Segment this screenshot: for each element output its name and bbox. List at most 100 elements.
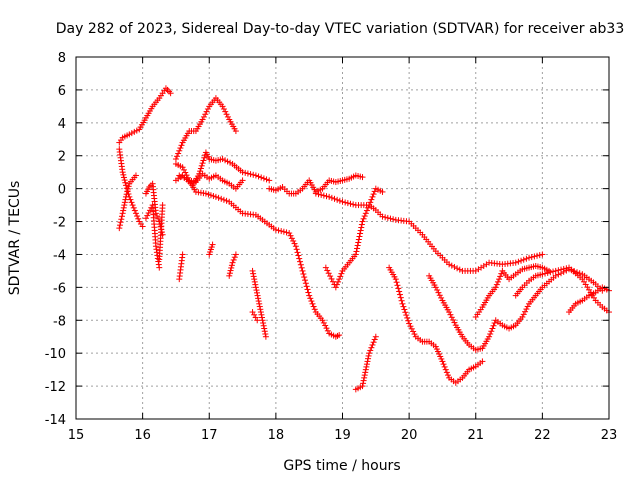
data-point (365, 355, 372, 362)
data-point (442, 366, 449, 373)
data-point (305, 289, 312, 296)
data-point (491, 320, 498, 327)
y-tick-label: -12 (45, 380, 66, 395)
data-point (358, 224, 365, 231)
data-point (398, 297, 405, 304)
data-point (232, 251, 239, 258)
data-point (180, 166, 187, 173)
data-point (408, 325, 415, 332)
data-point (257, 309, 264, 316)
data-point (253, 287, 260, 294)
data-point (292, 243, 299, 250)
data-point (519, 313, 526, 320)
y-tick-label: 2 (58, 150, 66, 165)
data-point (436, 292, 443, 299)
data-point (362, 366, 369, 373)
data-point (302, 277, 309, 284)
data-point (539, 251, 546, 258)
data-point (432, 284, 439, 291)
data-point (198, 162, 205, 169)
data-point (325, 270, 332, 277)
data-point (129, 202, 136, 209)
data-point (228, 262, 235, 269)
data-point (255, 173, 262, 180)
data-point (256, 300, 263, 307)
data-point (312, 190, 319, 197)
data-point (300, 270, 307, 277)
data-point (263, 176, 270, 183)
data-point (396, 288, 403, 295)
data-point (403, 312, 410, 319)
data-point (119, 210, 126, 217)
data-point (118, 216, 125, 223)
x-tick-label: 21 (467, 428, 484, 443)
data-point (435, 289, 442, 296)
data-point (526, 254, 533, 261)
data-point (382, 214, 389, 221)
data-point (254, 317, 261, 324)
data-point (396, 291, 403, 298)
data-point (363, 361, 370, 368)
data-point (250, 270, 257, 277)
data-point (497, 273, 504, 280)
data-point (199, 116, 206, 123)
data-point (220, 196, 227, 203)
data-point (118, 213, 125, 220)
data-point (531, 253, 538, 260)
x-tick-label: 22 (534, 428, 551, 443)
data-point (260, 322, 267, 329)
data-point (371, 188, 378, 195)
data-point (451, 263, 458, 270)
data-point (304, 286, 311, 293)
data-point (498, 270, 505, 277)
data-point (260, 175, 267, 182)
data-point (244, 170, 251, 177)
data-point (446, 309, 453, 316)
data-point (296, 255, 303, 262)
data-point (331, 195, 338, 202)
data-point (309, 300, 316, 307)
data-point (308, 298, 315, 305)
data-point (286, 230, 293, 237)
data-point (365, 352, 372, 359)
data-point (574, 269, 581, 276)
data-point (288, 235, 295, 242)
data-point (490, 322, 497, 329)
data-point (357, 230, 364, 237)
data-point (357, 227, 364, 234)
data-point (122, 193, 129, 200)
data-point (451, 319, 458, 326)
data-point (122, 179, 129, 186)
data-point (542, 270, 549, 277)
data-point (252, 281, 259, 288)
data-point (447, 311, 454, 318)
data-point (275, 227, 282, 234)
x-tick-label: 20 (401, 428, 418, 443)
data-point (363, 363, 370, 370)
data-point (446, 261, 453, 268)
x-tick-label: 16 (134, 428, 151, 443)
data-point (368, 196, 375, 203)
data-point (145, 209, 152, 216)
data-point (555, 267, 562, 274)
data-point (359, 218, 366, 225)
data-point (558, 266, 565, 273)
data-point (344, 200, 351, 207)
data-point (278, 228, 285, 235)
data-point (320, 319, 327, 326)
data-point (494, 278, 501, 285)
data-point (120, 171, 127, 178)
data-point (394, 282, 401, 289)
data-point (252, 314, 259, 321)
data-point (355, 236, 362, 243)
data-point (139, 223, 146, 230)
data-point (544, 269, 551, 276)
data-point (524, 303, 531, 310)
data-point (407, 323, 414, 330)
data-point (361, 372, 368, 379)
data-point (227, 267, 234, 274)
data-point (439, 358, 446, 365)
data-point (121, 177, 128, 184)
x-tick-label: 18 (268, 428, 285, 443)
data-point (323, 193, 330, 200)
